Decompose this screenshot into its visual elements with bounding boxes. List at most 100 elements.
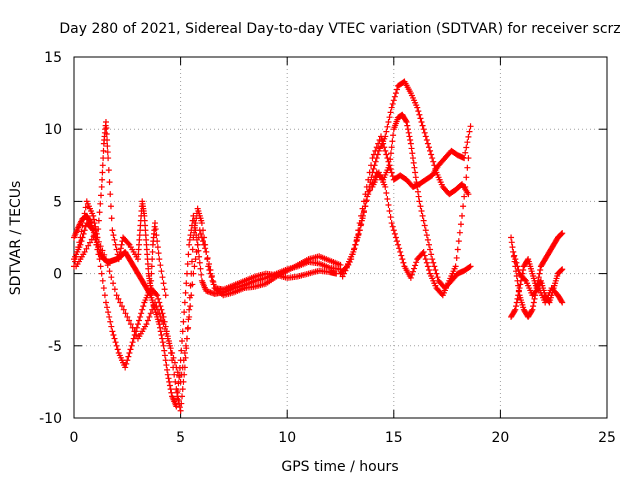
data-point-arc-c [111, 286, 118, 293]
data-point-arc-b [154, 292, 161, 299]
data-point-arc-j [512, 306, 519, 313]
data-point-arc-a [162, 357, 169, 364]
data-point-arc-f [351, 246, 358, 253]
data-point-arc-d [103, 124, 110, 131]
data-point-arc-c [167, 345, 174, 352]
data-point-arc-b [136, 317, 143, 324]
data-point-arc-e [415, 108, 422, 115]
data-point-arc-b [114, 346, 121, 353]
data-point-arc-f [420, 217, 427, 224]
data-point-arc-b [179, 393, 186, 400]
data-point-arc-b [189, 246, 196, 253]
chart-title: Day 280 of 2021, Sidereal Day-to-day VTE… [59, 21, 620, 37]
data-point-arc-a [164, 366, 171, 373]
data-point-arc-f [349, 251, 356, 258]
data-point-arc-f [360, 209, 367, 216]
data-point-arc-d [72, 258, 79, 265]
tick-labels: 0 5 10 15 20 25 -10 -5 0 5 10 15 [39, 50, 616, 446]
data-point-arc-b [89, 226, 96, 233]
data-point-arc-h [399, 256, 406, 263]
data-point-arc-d [111, 236, 118, 243]
data-point-arc-h [454, 246, 461, 253]
data-point-arc-c [161, 325, 168, 332]
data-point-arc-a [179, 337, 186, 344]
data-point-arc-f [418, 208, 425, 215]
data-point-arc-f [363, 197, 370, 204]
data-point-arc-d [73, 253, 80, 260]
data-point-arc-b [113, 342, 120, 349]
data-point-arc-b [155, 295, 162, 302]
data-point-arc-g [382, 147, 389, 154]
data-point-arc-d [153, 232, 160, 239]
data-point-arc-d [148, 263, 155, 270]
data-point-arc-d [105, 155, 112, 162]
data-point-arc-d [152, 226, 159, 233]
data-point-arc-g [352, 241, 359, 248]
data-point-arc-d [161, 286, 168, 293]
data-point-arc-a [181, 309, 188, 316]
data-point-arc-c [88, 236, 95, 243]
data-point-arc-c [81, 248, 88, 255]
data-point-arc-b [209, 277, 216, 284]
data-point-arc-c [204, 254, 211, 261]
data-point-arc-a [159, 339, 166, 346]
data-point-arc-c [194, 241, 201, 248]
data-point-arc-d [90, 212, 97, 219]
data-point-arc-c [182, 342, 189, 349]
data-point-arc-c [179, 364, 186, 371]
data-point-arc-f [417, 203, 424, 210]
data-point-arc-d [98, 192, 105, 199]
data-point-arc-e [422, 133, 429, 140]
data-point-arc-i [528, 307, 535, 314]
data-point-arc-a [167, 386, 174, 393]
data-point-arc-a [184, 260, 191, 267]
data-point-arc-d [99, 162, 106, 169]
x-tick-label: 15 [385, 430, 403, 446]
data-point-arc-c [160, 321, 167, 328]
data-point-arc-c [192, 256, 199, 263]
data-point-arc-h [420, 248, 427, 255]
data-point-arc-c [159, 317, 166, 324]
data-point-arc-c [177, 378, 184, 385]
data-point-arc-d [117, 245, 124, 252]
data-point-arc-c [95, 238, 102, 245]
data-point-arc-f [402, 117, 409, 124]
data-point-arc-b [94, 246, 101, 253]
data-point-arc-c [115, 295, 122, 302]
y-tick-label: 5 [53, 194, 62, 210]
data-point-arc-b [140, 303, 147, 310]
data-point-arc-g [379, 137, 386, 144]
data-point-arc-d [107, 203, 114, 210]
data-point-arc-d [81, 210, 88, 217]
data-point-arc-g [362, 191, 369, 198]
data-point-arc-c [206, 260, 213, 267]
data-point-arc-f [388, 144, 395, 151]
data-point-arc-i [536, 270, 543, 277]
data-point-arc-d [104, 137, 111, 144]
data-point-arc-k [513, 259, 520, 266]
data-point-arc-h [382, 183, 389, 190]
data-point-arc-j [514, 295, 521, 302]
data-point-arc-a [181, 299, 188, 306]
data-point-arc-h [388, 220, 395, 227]
data-point-arc-c [122, 310, 129, 317]
data-point-arc-g [387, 165, 394, 172]
data-point-arc-i [508, 239, 515, 246]
data-point-arc-c [210, 279, 217, 286]
data-point-arc-a [166, 378, 173, 385]
data-point-arc-c [203, 248, 210, 255]
data-point-arc-d [95, 217, 102, 224]
data-point-arc-h [459, 212, 466, 219]
data-point-arc-d [159, 274, 166, 281]
data-point-arc-h [408, 271, 415, 278]
data-point-arc-c [108, 274, 115, 281]
data-point-arc-f [422, 227, 429, 234]
data-point-arc-c [207, 266, 214, 273]
data-point-arc-h [413, 259, 420, 266]
data-point-arc-f [415, 193, 422, 200]
data-point-arc-h [400, 259, 407, 266]
data-point-arc-e [427, 147, 434, 154]
data-point-arc-c [83, 245, 90, 252]
data-point-arc-f [389, 138, 396, 145]
data-point-arc-b [124, 357, 131, 364]
